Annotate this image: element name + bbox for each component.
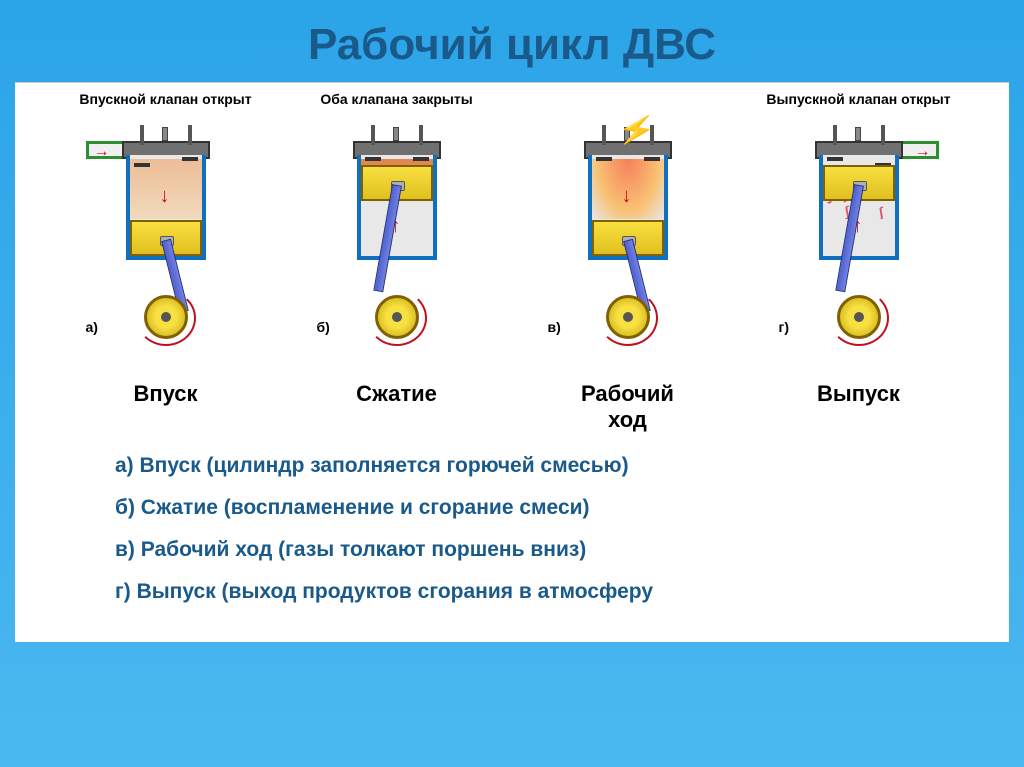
stroke-name: Выпуск [817, 381, 900, 407]
stroke-name: Рабочийход [581, 381, 674, 434]
stroke-0: Впускной клапан открыт → ↓ а) Впуск [55, 91, 276, 434]
description-line: в) Рабочий ход (газы толкают поршень вни… [115, 538, 969, 562]
valve-stem [419, 125, 423, 145]
valve-state-label: Выпускной клапан открыт [766, 91, 950, 109]
spark-plug [855, 127, 861, 141]
valve-stem [602, 125, 606, 145]
spark-plug [162, 127, 168, 141]
engine-diagram: → ↓ а) [76, 115, 256, 375]
valve-stem [881, 125, 885, 145]
valve-stem [188, 125, 192, 145]
crankshaft [606, 295, 650, 339]
valve-stem [833, 125, 837, 145]
stroke-name: Сжатие [356, 381, 437, 407]
stroke-mark: б) [317, 319, 330, 335]
content-panel: Впускной клапан открыт → ↓ а) Впуск Оба клапа… [15, 82, 1009, 642]
engine-diagram: ⚡↓в) [538, 115, 718, 375]
stroke-3: Выпускной клапан открыт →∫∫∫∫∫∫∫∫∫∫∫∫∫∫↑г… [748, 91, 969, 434]
stroke-mark: г) [779, 319, 790, 335]
spark-plug [393, 127, 399, 141]
exhaust-valve [413, 157, 429, 161]
stroke-2: ⚡ ↓ в) Рабочийход [517, 91, 738, 434]
stroke-name: Впуск [133, 381, 197, 407]
stroke-mark: в) [548, 319, 561, 335]
crankshaft [375, 295, 419, 339]
engine-diagram: ↓ ↓ ↓ ↓ ↓↑б) [307, 115, 487, 375]
valve-stem [140, 125, 144, 145]
description-line: а) Впуск (цилиндр заполняется горючей см… [115, 454, 969, 478]
engine-diagram: →∫∫∫∫∫∫∫∫∫∫∫∫∫∫↑г) [769, 115, 949, 375]
crankshaft [144, 295, 188, 339]
piston-direction-arrow: ↓ [160, 185, 170, 208]
piston-direction-arrow: ↓ [622, 185, 632, 208]
intake-valve [596, 157, 612, 161]
valve-state-label: Впускной клапан открыт [79, 91, 251, 109]
exhaust-flow-arrow: → [915, 143, 931, 161]
spark-bolt-icon: ⚡ [615, 110, 658, 151]
valve-state-label: Оба клапана закрыты [320, 91, 472, 109]
exhaust-valve [644, 157, 660, 161]
strokes-row: Впускной клапан открыт → ↓ а) Впуск Оба клапа… [55, 91, 969, 434]
intake-valve [827, 157, 843, 161]
crankshaft [837, 295, 881, 339]
valve-stem [371, 125, 375, 145]
page-title: Рабочий цикл ДВС [15, 20, 1009, 70]
description-line: б) Сжатие (воспламенение и сгорание смес… [115, 496, 969, 520]
stroke-mark: а) [86, 319, 98, 335]
descriptions-list: а) Впуск (цилиндр заполняется горючей см… [55, 454, 969, 604]
intake-valve [134, 163, 150, 167]
intake-flow-arrow: → [94, 143, 110, 161]
intake-valve [365, 157, 381, 161]
exhaust-valve [182, 157, 198, 161]
description-line: г) Выпуск (выход продуктов сгорания в ат… [115, 580, 969, 604]
stroke-1: Оба клапана закрыты ↓ ↓ ↓ ↓ ↓↑б) Сжатие [286, 91, 507, 434]
